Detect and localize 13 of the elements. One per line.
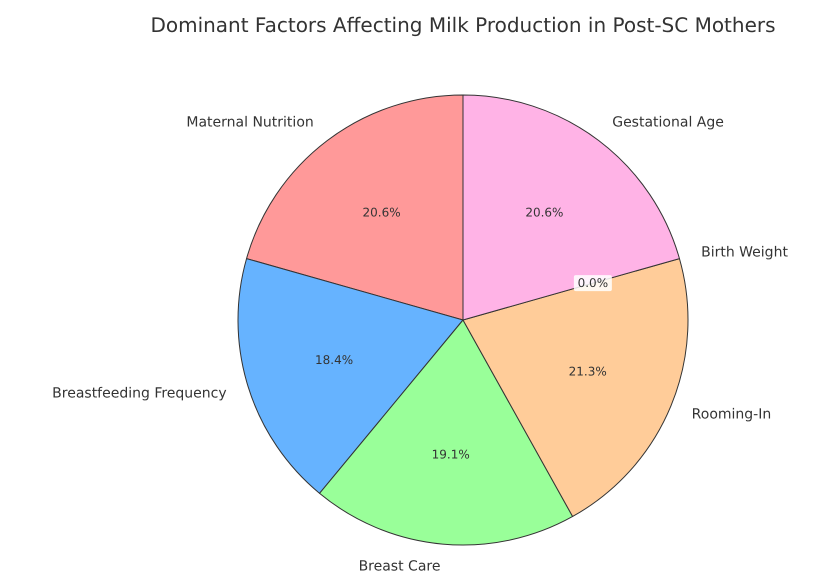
data-label: 21.3% (568, 364, 607, 379)
data-label: 18.4% (315, 353, 354, 368)
chart-title: Dominant Factors Affecting Milk Production in Post-SC Mothers (150, 13, 776, 37)
slice-label: Maternal Nutrition (186, 114, 314, 131)
slice-label: Breastfeeding Frequency (52, 386, 227, 402)
slice-label: Gestational Age (612, 114, 724, 131)
category-label: Birth Weight (701, 244, 788, 260)
data-label: 20.6% (362, 205, 401, 220)
slice-label: Rooming-In (692, 406, 772, 423)
data-label: 19.1% (432, 447, 470, 462)
text: 0.0% (578, 276, 608, 290)
data-label: 20.6% (525, 205, 564, 220)
slice-label: Breast Care (358, 558, 440, 574)
